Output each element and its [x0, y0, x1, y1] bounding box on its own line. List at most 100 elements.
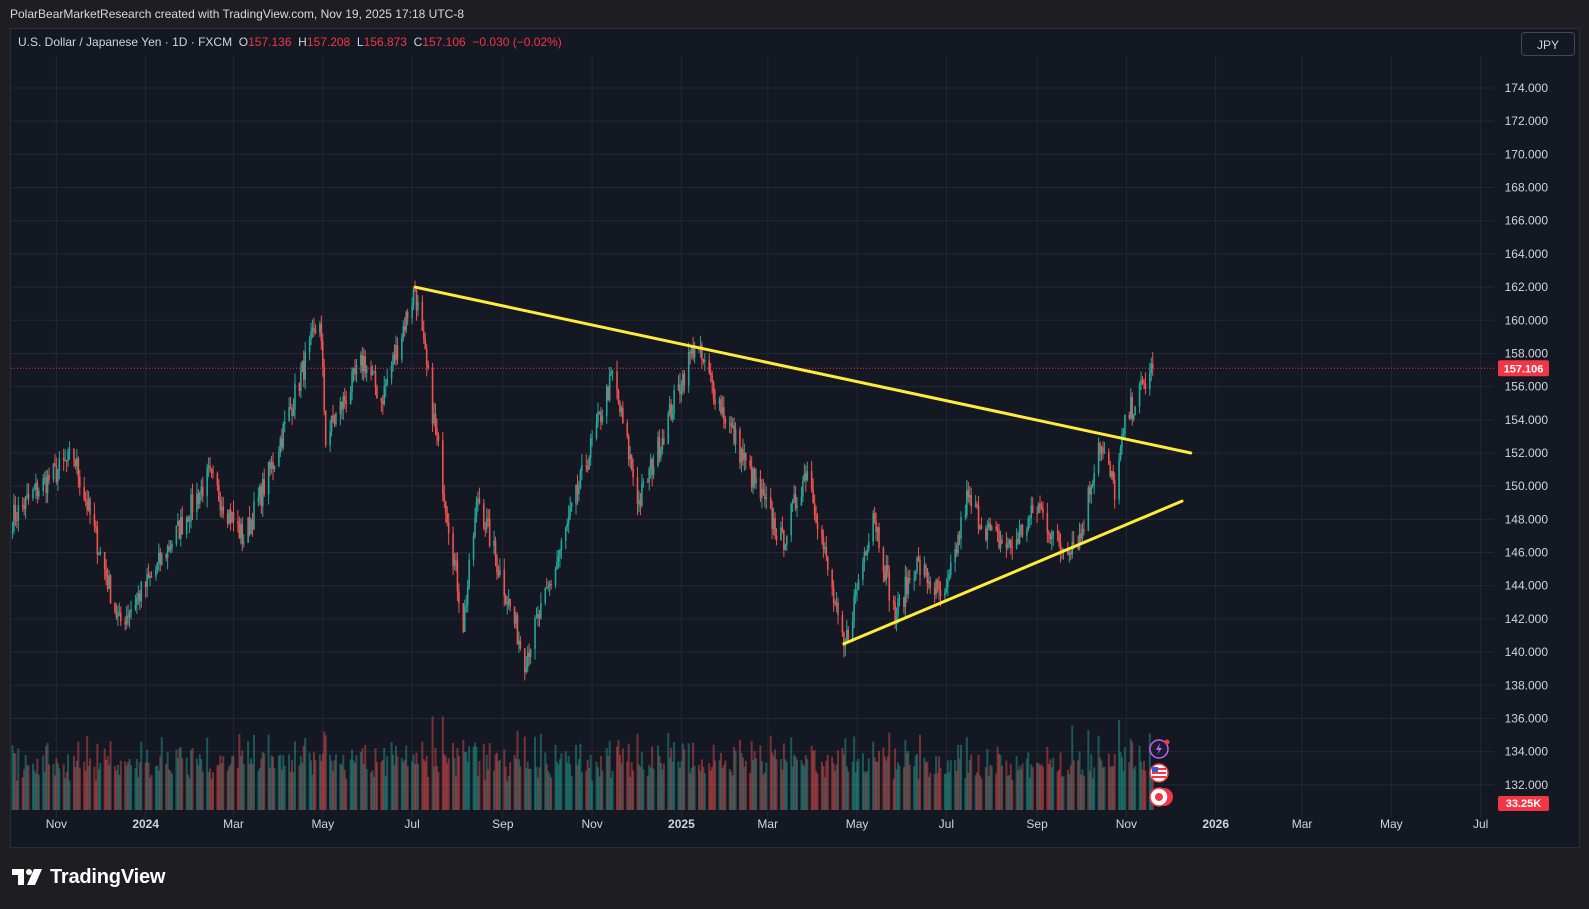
candle-body	[832, 587, 835, 604]
volume-bar	[475, 746, 478, 810]
volume-bar	[99, 762, 102, 810]
candle-body	[985, 528, 987, 541]
candle-body	[702, 359, 705, 362]
volume-bar	[17, 748, 20, 810]
volume-bar	[465, 752, 468, 810]
volume-bar	[457, 755, 460, 810]
volume-bar	[897, 762, 900, 810]
candle-body	[1068, 552, 1071, 555]
volume-bar	[434, 747, 437, 810]
candle-body	[620, 407, 623, 413]
candle-body	[332, 415, 334, 422]
candle-body	[1042, 508, 1044, 513]
volume-bar	[558, 759, 561, 810]
volume-bar	[15, 780, 18, 810]
us-flag-event-icon[interactable]	[1149, 763, 1169, 783]
candle-body	[1018, 529, 1021, 544]
candle-body	[140, 581, 143, 602]
high-label: H	[298, 35, 307, 49]
volume-bar	[769, 735, 772, 810]
volume-bar	[393, 764, 396, 810]
volume-bar	[12, 753, 15, 810]
volume-bar	[1047, 764, 1050, 810]
candle-body	[43, 477, 46, 479]
volume-bar	[719, 752, 722, 810]
candle-body	[294, 383, 296, 410]
volume-bar	[272, 756, 275, 810]
candle-body	[607, 386, 610, 401]
candle-body	[118, 612, 121, 615]
candle-body	[608, 373, 611, 401]
volume-bar	[191, 748, 194, 810]
x-tick-label: Jul	[939, 817, 954, 831]
candle-body	[964, 515, 967, 518]
volume-bar	[949, 760, 952, 810]
volume-bar	[601, 770, 604, 810]
volume-bar	[753, 751, 756, 810]
volume-bar	[885, 760, 888, 810]
volume-bar	[888, 732, 891, 810]
volume-bar	[724, 760, 727, 810]
candle-body	[1083, 529, 1085, 531]
volume-bar	[359, 752, 362, 810]
volume-bar	[128, 758, 131, 810]
volume-bar	[435, 766, 438, 810]
volume-bar	[463, 751, 466, 810]
candle-body	[1140, 379, 1142, 384]
volume-bar	[165, 763, 168, 810]
volume-bar	[626, 761, 629, 810]
volume-bar	[658, 755, 661, 810]
candle-body	[1005, 543, 1008, 548]
tradingview-logo[interactable]: TradingView	[12, 866, 165, 888]
volume-bar	[232, 755, 235, 810]
candle-body	[342, 396, 345, 410]
candle-body	[540, 603, 542, 619]
candle-body	[979, 525, 981, 529]
candle-body	[526, 652, 529, 668]
volume-bar	[156, 765, 159, 810]
volume-bar	[699, 771, 702, 810]
candle-body	[867, 541, 870, 550]
y-tick-label: 160.000	[1505, 313, 1549, 327]
candle-body	[411, 305, 413, 319]
candle-body	[998, 531, 1000, 549]
candle-body	[87, 498, 90, 511]
candle-body	[1059, 542, 1062, 553]
volume-bar	[905, 752, 908, 810]
jp-flag-event-icon[interactable]	[1149, 787, 1173, 807]
candle-body	[712, 382, 715, 400]
volume-bar	[292, 772, 295, 810]
candle-body	[772, 518, 775, 529]
candle-body	[704, 360, 706, 362]
volume-bar	[1078, 751, 1081, 810]
volume-bar	[939, 767, 942, 810]
candle-body	[529, 648, 532, 657]
candle-body	[1037, 503, 1040, 514]
chart-frame[interactable]	[10, 28, 1580, 848]
volume-bar	[340, 765, 343, 810]
volume-bar	[595, 761, 598, 810]
candle-body	[175, 525, 178, 544]
volume-bar	[781, 769, 784, 810]
candle-body	[261, 479, 264, 507]
candle-body	[611, 371, 614, 373]
lightning-event-icon[interactable]	[1149, 739, 1170, 759]
candle-body	[775, 536, 778, 541]
volume-bar	[718, 760, 721, 810]
currency-button[interactable]: JPY	[1521, 32, 1575, 56]
candle-body	[1067, 550, 1069, 555]
volume-bar	[989, 764, 992, 810]
volume-bar	[800, 760, 803, 810]
volume-bar	[441, 716, 444, 810]
candle-body	[629, 455, 631, 460]
volume-bar	[375, 762, 378, 810]
volume-bar	[188, 778, 191, 810]
candle-body	[886, 565, 889, 572]
candle-body	[824, 547, 826, 549]
candle-body	[190, 494, 192, 522]
volume-bar	[236, 768, 239, 810]
volume-bar	[238, 734, 241, 810]
last-price-tag: 157.106	[1498, 360, 1549, 377]
volume-bar	[1093, 767, 1096, 810]
